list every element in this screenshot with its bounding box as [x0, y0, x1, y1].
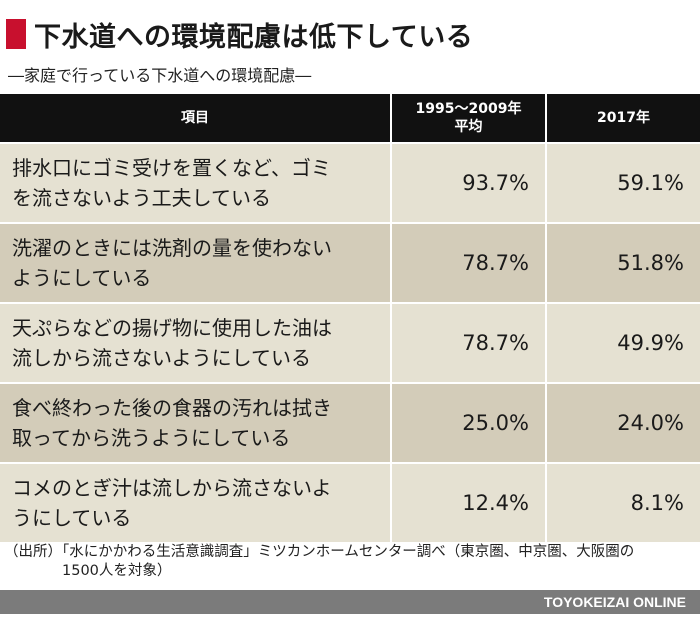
- row-item-line2: 流しから流さないようにしている: [12, 346, 311, 370]
- row-item-line1: 天ぷらなどの揚げ物に使用した油は: [12, 316, 332, 340]
- row-avg-value: 12.4%: [390, 462, 545, 542]
- footer-bar: TOYOKEIZAI ONLINE: [0, 590, 700, 614]
- row-2017-value: 59.1%: [545, 142, 700, 222]
- source-line2: 1500人を対象）: [4, 563, 172, 579]
- header-period-line2: 平均: [454, 119, 483, 135]
- row-avg-value: 78.7%: [390, 222, 545, 302]
- table-row: 排水口にゴミ受けを置くなど、ゴミ を流さないよう工夫している 93.7% 59.…: [0, 142, 700, 222]
- row-2017-value: 49.9%: [545, 302, 700, 382]
- header-2017: 2017年: [545, 94, 700, 142]
- header-item: 項目: [0, 94, 390, 142]
- row-item-line2: ようにしている: [12, 266, 152, 290]
- row-item: 食べ終わった後の食器の汚れは拭き 取ってから洗うようにしている: [0, 382, 390, 462]
- row-item-line1: 排水口にゴミ受けを置くなど、ゴミ: [12, 156, 331, 180]
- title-accent-square: [6, 19, 26, 49]
- page-title: 下水道への環境配慮は低下している: [34, 21, 474, 53]
- row-item: 洗濯のときには洗剤の量を使わない ようにしている: [0, 222, 390, 302]
- row-2017-value: 8.1%: [545, 462, 700, 542]
- title-block: 下水道への環境配慮は低下している: [6, 14, 473, 54]
- row-item-line1: コメのとぎ汁は流しから流さないよ: [12, 476, 332, 500]
- header-period-avg: 1995〜2009年 平均: [390, 94, 545, 142]
- row-avg-value: 25.0%: [390, 382, 545, 462]
- table-row: コメのとぎ汁は流しから流さないよ うにしている 12.4% 8.1%: [0, 462, 700, 542]
- row-item-line2: 取ってから洗うようにしている: [12, 426, 291, 450]
- source-note: （出所）「水にかかわる生活意識調査」ミツカンホームセンター調べ（東京圏、中京圏、…: [4, 543, 696, 581]
- table-header-row: 項目 1995〜2009年 平均 2017年: [0, 94, 700, 142]
- source-line1: （出所）「水にかかわる生活意識調査」ミツカンホームセンター調べ（東京圏、中京圏、…: [4, 544, 635, 560]
- brand-label: TOYOKEIZAI ONLINE: [543, 594, 686, 610]
- table-row: 天ぷらなどの揚げ物に使用した油は 流しから流さないようにしている 78.7% 4…: [0, 302, 700, 382]
- survey-table: 項目 1995〜2009年 平均 2017年 排水口にゴミ受けを置くなど、ゴミ …: [0, 94, 700, 542]
- row-2017-value: 51.8%: [545, 222, 700, 302]
- table-row: 洗濯のときには洗剤の量を使わない ようにしている 78.7% 51.8%: [0, 222, 700, 302]
- row-2017-value: 24.0%: [545, 382, 700, 462]
- table-row: 食べ終わった後の食器の汚れは拭き 取ってから洗うようにしている 25.0% 24…: [0, 382, 700, 462]
- row-item-line2: うにしている: [12, 506, 132, 530]
- page-subtitle: ―家庭で行っている下水道への環境配慮―: [8, 66, 312, 85]
- row-item: 天ぷらなどの揚げ物に使用した油は 流しから流さないようにしている: [0, 302, 390, 382]
- row-avg-value: 93.7%: [390, 142, 545, 222]
- header-period-line1: 1995〜2009年: [415, 101, 522, 117]
- row-item: コメのとぎ汁は流しから流さないよ うにしている: [0, 462, 390, 542]
- row-avg-value: 78.7%: [390, 302, 545, 382]
- row-item-line2: を流さないよう工夫している: [12, 186, 271, 210]
- row-item: 排水口にゴミ受けを置くなど、ゴミ を流さないよう工夫している: [0, 142, 390, 222]
- row-item-line1: 食べ終わった後の食器の汚れは拭き: [12, 396, 332, 420]
- row-item-line1: 洗濯のときには洗剤の量を使わない: [12, 236, 332, 260]
